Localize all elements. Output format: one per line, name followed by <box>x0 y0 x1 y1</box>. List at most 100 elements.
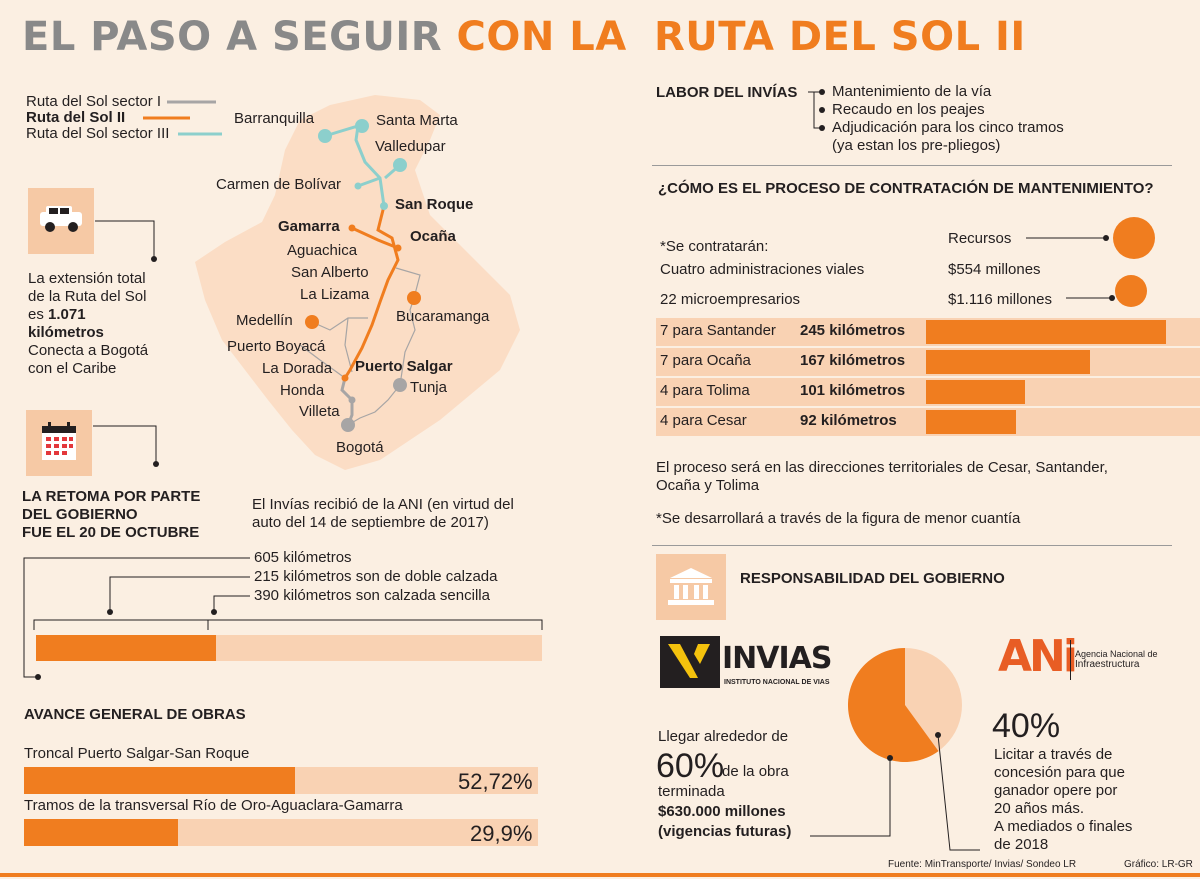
invias-sub: INSTITUTO NACIONAL DE VIAS <box>724 679 830 686</box>
labor-item-1: Mantenimiento de la vía <box>832 83 992 100</box>
admin-value: $554 millones <box>948 261 1041 278</box>
admin-label: Cuatro administraciones viales <box>660 261 865 278</box>
extension-line4: kilómetros <box>28 324 104 341</box>
labor-item-4: (ya estan los pre-pliegos) <box>832 137 1001 154</box>
title-right: RUTA DEL SOL II <box>654 14 1026 60</box>
km-total: 605 kilómetros <box>254 549 352 566</box>
dot-carmen <box>354 182 362 190</box>
dot-puerto-salgar <box>341 374 349 382</box>
avance-value-1: 52,72% <box>458 769 533 794</box>
dot-tunja <box>393 378 407 392</box>
micro-label: 22 microempresarios <box>660 291 801 308</box>
gob-right-line4: 20 años más. <box>994 800 1085 817</box>
city-gamarra: Gamarra <box>278 218 340 235</box>
ani-divider <box>1070 640 1071 680</box>
dot-barranquilla <box>318 129 332 143</box>
extension-prefix: es <box>28 306 49 323</box>
city-ocana: Ocaña <box>410 228 456 245</box>
city-tunja: Tunja <box>410 379 447 396</box>
title-orange: CON LA <box>456 14 627 60</box>
dot-medellin <box>305 315 319 329</box>
gob-right-line2: concesión para que <box>994 764 1125 781</box>
sector2-route <box>343 205 400 379</box>
extension-line5: Conecta a Bogotá <box>28 342 149 359</box>
avance-title: AVANCE GENERAL DE OBRAS <box>24 706 246 723</box>
retoma-note2: auto del 14 de septiembre de 2017) <box>252 514 489 531</box>
avance-label-2: Tramos de la transversal Río de Oro-Agua… <box>24 797 403 814</box>
city-san-roque: San Roque <box>395 196 474 213</box>
kmbar-label-4: 4 para Cesar <box>660 412 747 429</box>
gobierno-title: RESPONSABILIDAD DEL GOBIERNO <box>740 570 1005 587</box>
gob-right-line1: Licitar a través de <box>994 746 1113 763</box>
retoma-line1: LA RETOMA POR PARTE <box>22 488 201 505</box>
dot-ocana <box>394 244 402 252</box>
city-carmen: Carmen de Bolívar <box>216 176 342 193</box>
labor-connectors <box>808 89 825 131</box>
city-san-alberto: San Alberto <box>291 264 369 281</box>
city-santa-marta: Santa Marta <box>376 112 458 129</box>
retoma-line3: FUE EL 20 DE OCTUBRE <box>22 524 200 541</box>
calendar-icon-box <box>26 410 92 476</box>
city-puerto-boyaca: Puerto Boyacá <box>227 338 326 355</box>
kmbar-label-1: 7 para Santander <box>660 322 776 339</box>
city-la-lizama: La Lizama <box>300 286 370 303</box>
car-icon <box>40 206 82 232</box>
footer-source: Fuente: MinTransporte/ Invias/ Sondeo LR <box>888 859 1077 870</box>
km-bar <box>36 635 542 661</box>
recursos-circles <box>1026 217 1155 307</box>
dot-valledupar <box>393 158 407 172</box>
road-network <box>299 267 421 426</box>
circle-micro <box>1115 275 1147 307</box>
gob-left-pct: 60% <box>656 747 725 785</box>
pie-slice-60 <box>847 648 939 763</box>
proceso-title: ¿CÓMO ES EL PROCESO DE CONTRATACIÓN DE M… <box>658 180 1154 197</box>
title-left: EL PASO A SEGUIR CON LA <box>22 14 627 60</box>
recursos-label: Recursos <box>948 230 1012 247</box>
gob-left-post2: terminada <box>658 783 725 800</box>
gob-left-pre: Llegar alrededor de <box>658 728 789 745</box>
extension-line3: es 1.071 <box>28 306 86 324</box>
dot-honda <box>348 396 356 404</box>
km-connectors <box>23 557 543 680</box>
retoma-connector <box>93 425 159 467</box>
extension-km-value: 1.071 <box>48 306 86 323</box>
avance-label-1: Troncal Puerto Salgar-San Roque <box>24 745 250 762</box>
city-honda: Honda <box>280 382 325 399</box>
country-shape <box>195 95 520 470</box>
divider-2 <box>652 545 1172 546</box>
bottom-rule <box>0 873 1200 877</box>
avance-fill-2 <box>24 819 178 846</box>
divider-1 <box>652 165 1172 166</box>
extension-line2: de la Ruta del Sol <box>28 288 147 305</box>
labor-item-2: Recaudo en los peajes <box>832 101 985 118</box>
footer-credit: Gráfico: LR-GR <box>1124 859 1193 870</box>
dot-gamarra <box>348 224 356 232</box>
dot-san-roque <box>380 202 388 210</box>
kmbar-fill-3 <box>926 380 1025 404</box>
ani-logo: ANi <box>998 631 1078 682</box>
retoma-line2: DEL GOBIERNO <box>22 506 138 523</box>
city-la-dorada: La Dorada <box>262 360 333 377</box>
city-bogota: Bogotá <box>336 439 384 456</box>
circle-admin <box>1113 217 1155 259</box>
km-single: 390 kilómetros son calzada sencilla <box>254 587 490 604</box>
proceso-note3: *Se desarrollará a través de la figura d… <box>656 510 1021 527</box>
kmbar-km-4: 92 kilómetros <box>800 412 897 429</box>
kmbar-label-2: 7 para Ocaña <box>660 352 751 369</box>
city-dots <box>305 119 421 432</box>
avance-fill-1 <box>24 767 295 794</box>
title-grey: EL PASO A SEGUIR <box>22 14 443 60</box>
labor-title: LABOR DEL INVÍAS <box>656 84 798 101</box>
building-icon <box>668 568 714 605</box>
city-aguachica: Aguachica <box>287 242 358 259</box>
gob-right-line5: A mediados o finales <box>994 818 1133 835</box>
dot-bogota <box>341 418 355 432</box>
building-icon-box <box>656 554 726 620</box>
labor-item-3: Adjudicación para los cinco tramos <box>832 119 1064 136</box>
kmbar-km-2: 167 kilómetros <box>800 352 906 369</box>
legend-sector3: Ruta del Sol sector III <box>26 125 170 142</box>
route-map <box>143 95 520 470</box>
proceso-note1: El proceso será en las direcciones terri… <box>656 459 1108 476</box>
